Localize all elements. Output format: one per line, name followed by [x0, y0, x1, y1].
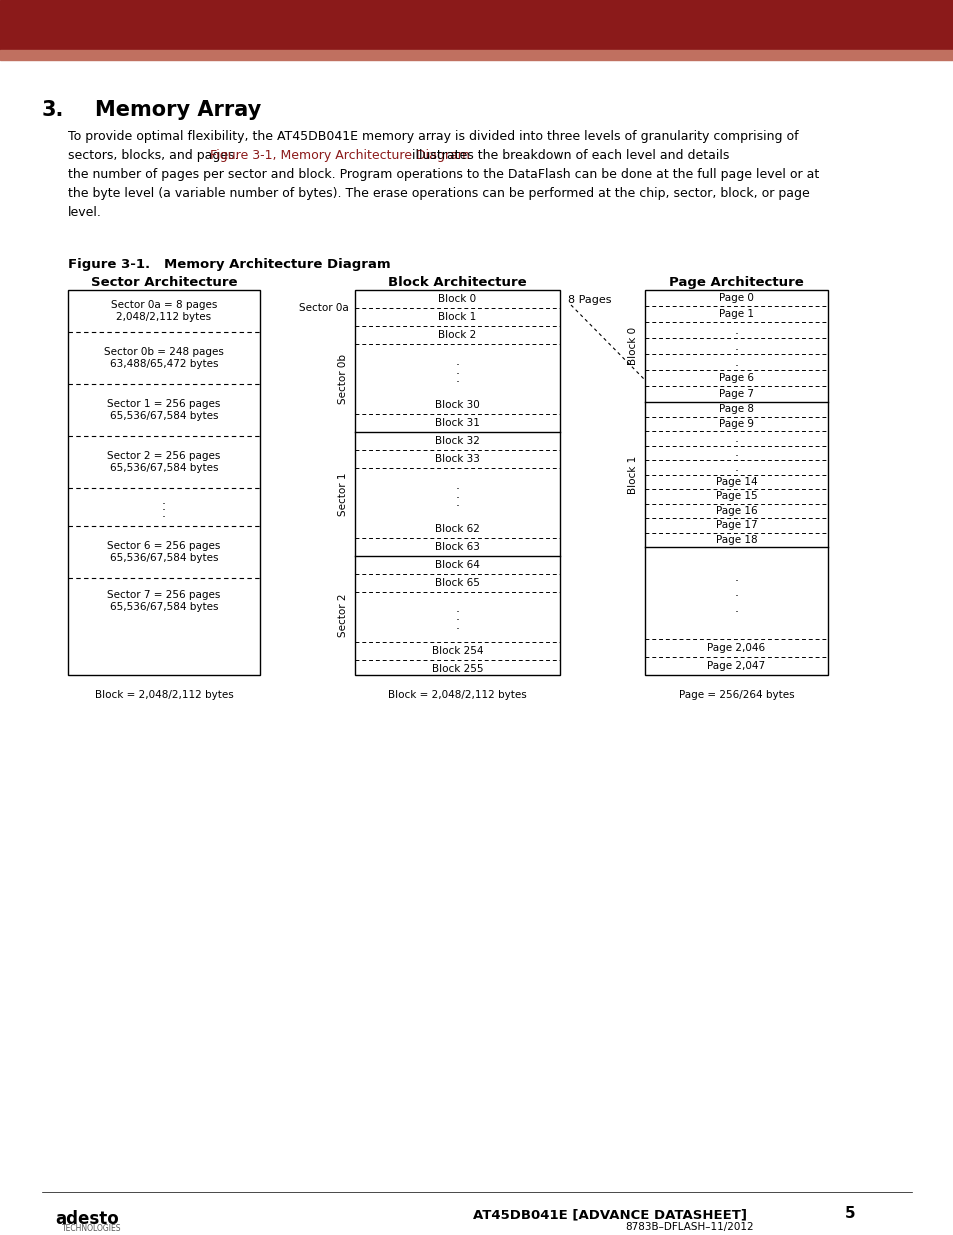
Text: .: .: [455, 496, 459, 509]
Text: Block 31: Block 31: [435, 417, 479, 429]
Text: Page 2,046: Page 2,046: [707, 643, 764, 653]
Bar: [0, 0, 953, 49]
Text: Block 0: Block 0: [627, 327, 638, 366]
Text: .: .: [734, 446, 738, 459]
Text: Sector 0b = 248 pages: Sector 0b = 248 pages: [104, 347, 224, 357]
Text: .: .: [455, 363, 459, 377]
Text: .: .: [162, 506, 166, 520]
Text: Block 2: Block 2: [438, 330, 476, 340]
Text: Block 254: Block 254: [432, 646, 483, 656]
Text: .: .: [734, 461, 738, 474]
Text: Block 30: Block 30: [435, 400, 479, 410]
Text: Page 9: Page 9: [719, 419, 753, 429]
Text: .: .: [734, 356, 738, 368]
Text: .: .: [455, 610, 459, 624]
Text: Block = 2,048/2,112 bytes: Block = 2,048/2,112 bytes: [94, 690, 233, 700]
Text: TECHNOLOGIES: TECHNOLOGIES: [62, 1224, 121, 1233]
Text: level.: level.: [68, 206, 102, 219]
Text: Page 17: Page 17: [715, 520, 757, 530]
Text: Block 0: Block 0: [438, 294, 476, 304]
Text: Sector 2: Sector 2: [337, 594, 348, 637]
Text: .: .: [734, 571, 738, 584]
Text: Sector 1 = 256 pages: Sector 1 = 256 pages: [107, 399, 220, 409]
Text: 65,536/67,584 bytes: 65,536/67,584 bytes: [110, 553, 218, 563]
Text: Block 64: Block 64: [435, 559, 479, 571]
Text: Page = 256/264 bytes: Page = 256/264 bytes: [678, 690, 794, 700]
Text: the byte level (a variable number of bytes). The erase operations can be perform: the byte level (a variable number of byt…: [68, 186, 809, 200]
Text: Sector 7 = 256 pages: Sector 7 = 256 pages: [107, 589, 220, 599]
Bar: [68, 290, 260, 676]
Text: Sector 6 = 256 pages: Sector 6 = 256 pages: [107, 541, 220, 551]
Text: Block 255: Block 255: [432, 664, 483, 674]
Text: .: .: [455, 372, 459, 385]
Text: Block 63: Block 63: [435, 542, 479, 552]
Text: Sector Architecture: Sector Architecture: [91, 275, 237, 289]
Text: .: .: [734, 432, 738, 445]
Text: Block Architecture: Block Architecture: [388, 275, 526, 289]
Text: .: .: [734, 324, 738, 336]
Text: Block 1: Block 1: [627, 456, 638, 494]
Text: Page 0: Page 0: [719, 293, 753, 303]
Text: Figure 3-1.   Memory Architecture Diagram: Figure 3-1. Memory Architecture Diagram: [68, 258, 390, 270]
Text: Block 32: Block 32: [435, 436, 479, 446]
Bar: [0, 49, 953, 61]
Text: the number of pages per sector and block. Program operations to the DataFlash ca: the number of pages per sector and block…: [68, 168, 819, 182]
Text: Block 62: Block 62: [435, 524, 479, 534]
Text: Block 65: Block 65: [435, 578, 479, 588]
Text: Sector 0a = 8 pages: Sector 0a = 8 pages: [111, 300, 217, 310]
Text: Sector 2 = 256 pages: Sector 2 = 256 pages: [107, 451, 220, 461]
Text: 5: 5: [844, 1207, 855, 1221]
Text: illustrates the breakdown of each level and details: illustrates the breakdown of each level …: [408, 149, 729, 162]
Text: Page 16: Page 16: [715, 506, 757, 516]
Text: .: .: [734, 603, 738, 615]
Text: .: .: [162, 500, 166, 514]
Text: 65,536/67,584 bytes: 65,536/67,584 bytes: [110, 411, 218, 421]
Text: Sector 0a: Sector 0a: [299, 303, 349, 312]
Text: sectors, blocks, and pages.: sectors, blocks, and pages.: [68, 149, 242, 162]
Text: .: .: [455, 601, 459, 615]
Text: .: .: [455, 479, 459, 492]
Text: 3.: 3.: [42, 100, 64, 120]
Text: Block 1: Block 1: [438, 312, 476, 322]
Text: Sector 1: Sector 1: [337, 472, 348, 516]
Text: adesto: adesto: [55, 1210, 118, 1228]
Text: Page 2,047: Page 2,047: [707, 661, 764, 671]
Text: .: .: [455, 488, 459, 500]
Text: .: .: [455, 619, 459, 632]
Text: Page 18: Page 18: [715, 535, 757, 545]
Text: 63,488/65,472 bytes: 63,488/65,472 bytes: [110, 359, 218, 369]
Text: AT45DB041E [ADVANCE DATASHEET]: AT45DB041E [ADVANCE DATASHEET]: [473, 1208, 746, 1221]
Text: Page Architecture: Page Architecture: [668, 275, 803, 289]
Text: 65,536/67,584 bytes: 65,536/67,584 bytes: [110, 601, 218, 611]
Text: .: .: [734, 587, 738, 599]
Text: Page 7: Page 7: [719, 389, 753, 399]
Text: Page 14: Page 14: [715, 477, 757, 487]
Text: To provide optimal flexibility, the AT45DB041E memory array is divided into thre: To provide optimal flexibility, the AT45…: [68, 130, 798, 143]
Text: Page 8: Page 8: [719, 404, 753, 414]
Text: 8 Pages: 8 Pages: [567, 295, 611, 305]
Bar: [644, 290, 827, 676]
Text: 8783B–DFLASH–11/2012: 8783B–DFLASH–11/2012: [625, 1221, 754, 1233]
Text: Block 33: Block 33: [435, 454, 479, 464]
Text: 65,536/67,584 bytes: 65,536/67,584 bytes: [110, 463, 218, 473]
Text: .: .: [162, 494, 166, 508]
Text: Page 6: Page 6: [719, 373, 753, 383]
Text: Page 1: Page 1: [719, 309, 753, 319]
Text: Figure 3-1, Memory Architecture Diagram: Figure 3-1, Memory Architecture Diagram: [210, 149, 470, 162]
Bar: [355, 290, 559, 676]
Text: .: .: [734, 340, 738, 352]
Text: Sector 0b: Sector 0b: [337, 354, 348, 404]
Text: Page 15: Page 15: [715, 492, 757, 501]
Text: Block = 2,048/2,112 bytes: Block = 2,048/2,112 bytes: [388, 690, 526, 700]
Text: .: .: [455, 354, 459, 368]
Text: Memory Array: Memory Array: [95, 100, 261, 120]
Text: 2,048/2,112 bytes: 2,048/2,112 bytes: [116, 312, 212, 322]
